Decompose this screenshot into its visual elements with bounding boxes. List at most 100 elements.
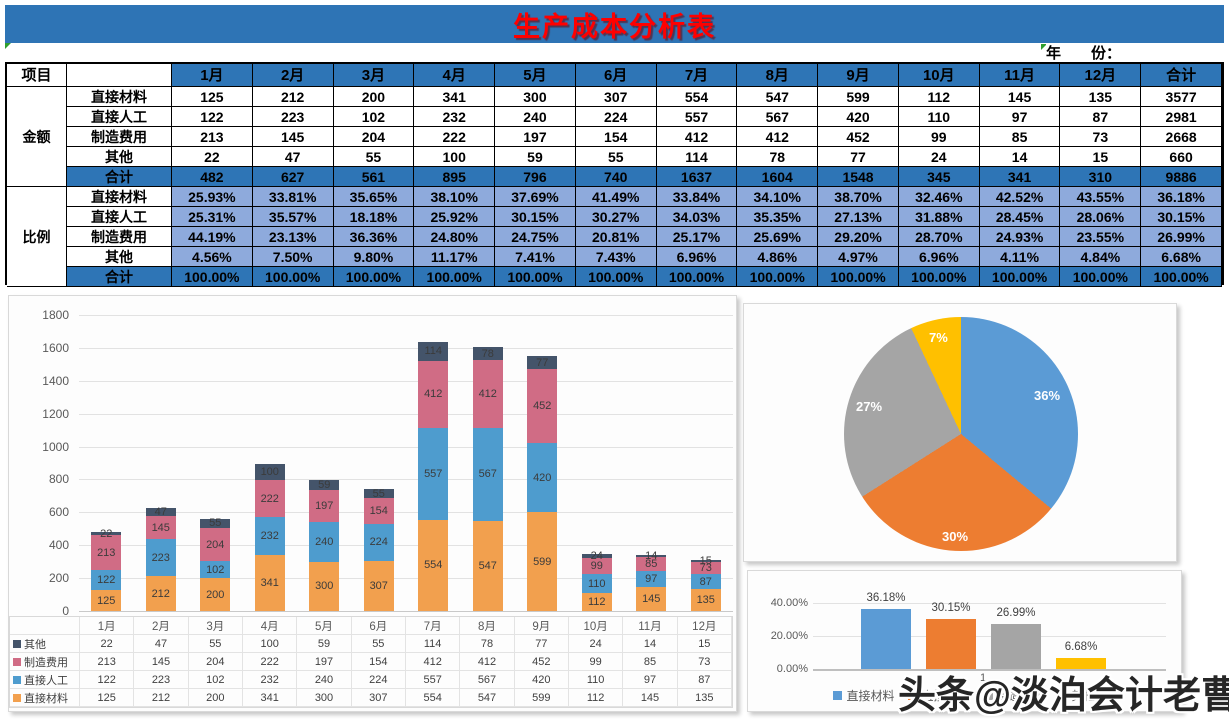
stacked-bar-chart-panel[interactable]: 0 200 400 600 800 1000 1200 1400 1600 1800 125 122 2… [8,295,737,712]
bar-segment-其他[interactable]: 15 [690,555,721,567]
watermark: 头条@淡泊会计老曹 [898,675,1229,717]
bar-segment-直接材料[interactable]: 145 [636,587,667,611]
bar-segment-直接人工[interactable]: 232 [254,516,285,555]
bar-segment-其他[interactable]: 22 [91,528,122,540]
bar-segment-制造费用[interactable]: 412 [418,360,449,429]
bar-segment-其他[interactable]: 78 [472,347,503,361]
bar-segment-直接材料[interactable]: 112 [581,592,612,611]
ratio-total-cell: 100.00% [575,267,657,287]
ratio-bar-chart-panel[interactable]: 0.00% 20.00% 40.00% 36.18% 30.15% 26.99% 6.68%… [747,570,1182,712]
bar-segment-制造费用[interactable]: 85 [636,557,667,572]
data-table-cell: 452 [514,653,569,671]
bar-segment-其他[interactable]: 77 [527,356,558,370]
ratio-cell: 6.96% [898,247,980,267]
data-table-month-header: 3月 [188,617,243,635]
bar-segment-label: 145 [151,521,170,534]
bar-segment-制造费用[interactable]: 197 [309,489,340,523]
amount-cell: 73 [1060,127,1142,147]
bar-segment-直接材料[interactable]: 341 [254,554,285,611]
ratio-bar-其他[interactable] [1056,657,1106,669]
y-axis-tick-label: 600 [48,505,69,520]
bar-segment-直接人工[interactable]: 223 [145,539,176,577]
data-table-cell: 222 [242,653,298,671]
data-table-cell: 599 [514,689,569,707]
ratio-cell: 35.57% [252,207,334,227]
data-table-cell: 22 [80,635,135,653]
bar-segment-其他[interactable]: 114 [418,341,449,361]
bar-segment-直接人工[interactable]: 122 [91,570,122,591]
bar-segment-直接人工[interactable]: 557 [418,428,449,520]
legend-key-icon [1058,691,1068,700]
bar-segment-其他[interactable]: 24 [581,550,612,562]
bar-segment-直接材料[interactable]: 307 [363,560,394,611]
bar-segment-直接人工[interactable]: 567 [472,427,503,522]
bar-segment-直接材料[interactable]: 125 [91,590,122,611]
data-table-cell: 99 [568,653,624,671]
amount-cell: 240 [495,107,576,127]
ratio-total-cell: 100.00% [979,267,1061,287]
ratio-row-total: 30.15% [1141,207,1222,227]
bar-segment-其他[interactable]: 47 [145,506,176,518]
x-axis-category-label: 1 [979,672,987,684]
bar-segment-直接材料[interactable]: 135 [690,588,721,611]
amount-cell: 567 [737,107,819,127]
ratio-cell: 30.15% [495,207,576,227]
bar-segment-直接人工[interactable]: 97 [636,571,667,588]
amount-cell: 24 [898,147,980,167]
data-table-cell: 73 [677,653,732,671]
bar-segment-直接材料[interactable]: 547 [472,521,503,611]
title-bar: 生产成本分析表 [5,5,1224,43]
ratio-bar-value-label: 30.15% [931,602,971,615]
bar-segment-其他[interactable]: 14 [636,550,667,562]
bar-segment-制造费用[interactable]: 99 [581,558,612,575]
month-header: 1月 [172,64,253,87]
pie-chart[interactable] [844,317,1078,551]
gridline [79,315,733,316]
ratio-cell: 24.80% [414,227,496,247]
year-field[interactable]: 年 份： [1046,43,1224,62]
ratio-cell: 25.92% [414,207,496,227]
bar-segment-制造费用[interactable]: 73 [690,562,721,575]
bar-segment-直接材料[interactable]: 212 [145,576,176,611]
amount-cell: 77 [818,147,899,167]
bar-segment-制造费用[interactable]: 222 [254,480,285,517]
bar-segment-直接人工[interactable]: 240 [309,522,340,562]
bar-segment-直接材料[interactable]: 200 [200,578,231,611]
bar-segment-制造费用[interactable]: 204 [200,527,231,562]
month-header: 9月 [818,64,899,87]
bar-segment-制造费用[interactable]: 412 [472,360,503,428]
ratio-bar-制造费用[interactable] [991,624,1041,669]
ratio-row-label: 制造费用 [67,227,172,247]
bar-segment-制造费用[interactable]: 213 [91,535,122,571]
bar-segment-直接材料[interactable]: 554 [418,519,449,611]
bar-segment-label: 599 [533,555,552,568]
data-table-cell: 197 [297,653,352,671]
ratio-bar-直接材料[interactable] [861,609,911,669]
bar-segment-label: 420 [533,471,552,484]
bar-segment-直接材料[interactable]: 300 [309,561,340,611]
bar-segment-其他[interactable]: 55 [200,517,231,529]
bar-segment-直接人工[interactable]: 102 [200,561,231,579]
amount-cell: 307 [575,87,657,107]
bar-segment-制造费用[interactable]: 452 [527,369,558,444]
bar-segment-label: 122 [97,574,116,587]
pie-chart-panel[interactable]: 36% 30% 27% 7% [743,303,1177,562]
ratio-cell: 31.88% [898,207,980,227]
ratio-bar-直接人工[interactable] [926,619,976,669]
amount-cell: 15 [1060,147,1142,167]
bar-segment-其他[interactable]: 100 [254,463,285,481]
bar-segment-制造费用[interactable]: 145 [145,515,176,540]
bar-segment-制造费用[interactable]: 154 [363,498,394,524]
legend-key-icon [908,691,918,700]
bar-segment-label: 341 [260,576,279,589]
bar-segment-label: 154 [369,505,388,517]
bar-segment-直接人工[interactable]: 110 [581,574,612,593]
bar-segment-直接材料[interactable]: 599 [527,512,558,611]
bar-segment-其他[interactable]: 59 [309,479,340,491]
bar-segment-直接人工[interactable]: 420 [527,443,558,513]
bar-segment-label: 85 [645,558,658,571]
bar-segment-直接人工[interactable]: 224 [363,523,394,561]
amount-cell: 102 [333,107,415,127]
bar-segment-其他[interactable]: 55 [363,488,394,500]
bar-segment-直接人工[interactable]: 87 [690,574,721,589]
